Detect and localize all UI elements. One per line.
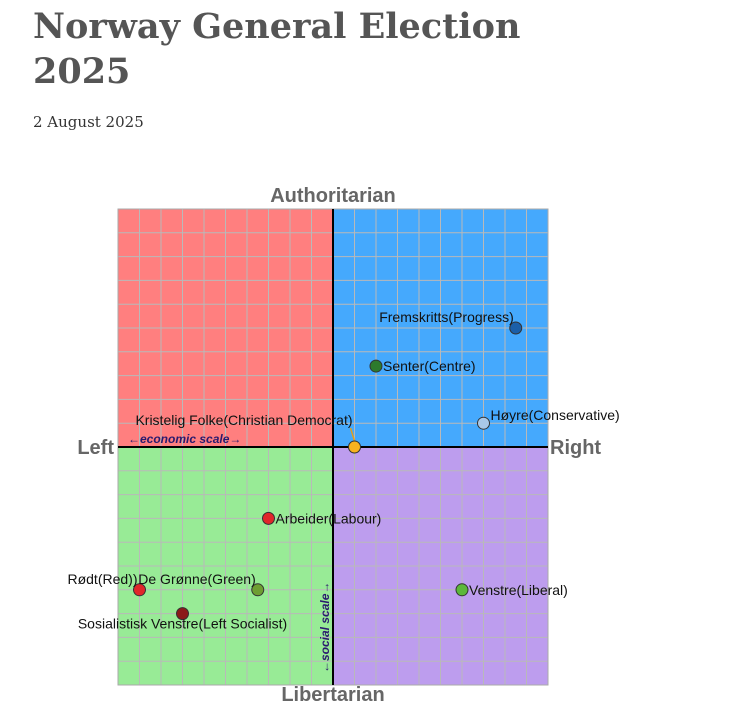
social-scale-label: ←social scale→ bbox=[318, 582, 332, 673]
party-point bbox=[133, 583, 146, 597]
axis-label-right: Right bbox=[550, 437, 601, 459]
party-label: Senter(Centre) bbox=[383, 358, 476, 374]
party-label: De Grønne(Green) bbox=[138, 571, 255, 587]
party-point bbox=[348, 440, 361, 454]
party-point bbox=[262, 511, 275, 525]
axis-label-authoritarian: Authoritarian bbox=[270, 185, 396, 207]
party-point bbox=[455, 583, 469, 597]
party-label: Sosialistisk Venstre(Left Socialist) bbox=[78, 616, 287, 632]
party-label: Høyre(Conservative) bbox=[491, 407, 620, 423]
axis-label-libertarian: Libertarian bbox=[281, 684, 384, 706]
party-point bbox=[509, 321, 523, 335]
label-leader-line bbox=[349, 427, 356, 442]
party-label: Fremskritts(Progress) bbox=[379, 309, 514, 325]
publish-date: 2 August 2025 bbox=[33, 113, 144, 131]
party-label: Arbeider(Labour) bbox=[276, 510, 382, 526]
page-title: Norway General Election 2025 bbox=[33, 6, 521, 92]
party-label: Venstre(Liberal) bbox=[469, 582, 568, 598]
axis-label-left: Left bbox=[77, 437, 114, 459]
party-point bbox=[251, 583, 265, 597]
party-point bbox=[369, 359, 383, 373]
economic-scale-label: ←economic scale→ bbox=[128, 432, 241, 446]
party-point bbox=[477, 416, 490, 430]
party-label: Kristelig Folke(Christian Democrat) bbox=[135, 412, 352, 428]
party-point bbox=[176, 607, 189, 621]
party-label: Rødt(Red)) bbox=[67, 571, 137, 587]
